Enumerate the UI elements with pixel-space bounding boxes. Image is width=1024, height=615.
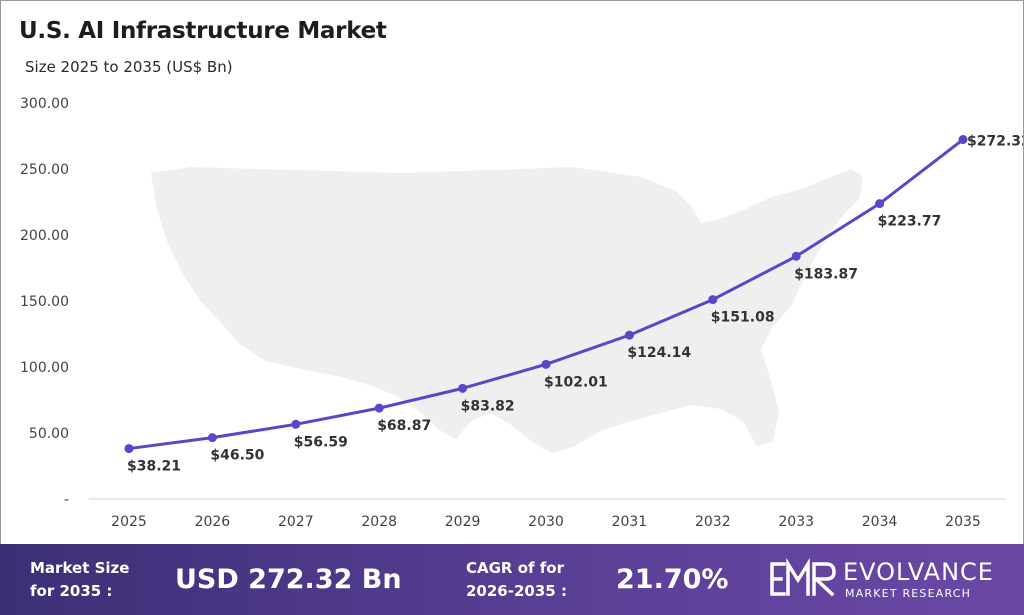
cagr-label: CAGR of for 2026-2035 : — [466, 557, 567, 603]
y-tick-label: 100.00 — [20, 360, 69, 376]
y-tick-label: 300.00 — [20, 96, 69, 112]
x-axis: 2025 2026 2027 2028 2029 2030 2031 2032 2033 2034… — [111, 514, 981, 530]
data-point — [541, 359, 551, 369]
market-size-label: Market Size for 2035 : — [30, 557, 129, 603]
y-axis: - 50.00 100.00 150.00 200.00 250.00 300.00 — [20, 96, 69, 508]
summary-banner: Market Size for 2035 : USD 272.32 Bn CAG… — [0, 544, 1024, 615]
x-tick-label: 2028 — [361, 514, 397, 530]
data-point — [624, 330, 634, 340]
x-tick-label: 2027 — [278, 514, 314, 530]
market-size-label-line2: for 2035 : — [30, 582, 113, 600]
data-point — [958, 135, 968, 145]
cagr-label-line1: CAGR of for — [466, 559, 564, 577]
data-point — [875, 199, 885, 209]
data-label: $183.87 — [794, 266, 858, 282]
data-point — [458, 383, 468, 393]
cagr-label-line2: 2026-2035 : — [466, 582, 567, 600]
us-map-silhouette — [151, 167, 863, 453]
y-tick-label: - — [64, 492, 69, 508]
chart-subtitle: Size 2025 to 2035 (US$ Bn) — [25, 58, 233, 76]
data-label: $102.01 — [544, 374, 608, 390]
data-point — [791, 251, 801, 261]
data-label: $223.77 — [878, 214, 942, 230]
line-chart: - 50.00 100.00 150.00 200.00 250.00 300.00 202… — [20, 96, 1023, 530]
data-point — [374, 403, 384, 413]
y-tick-label: 150.00 — [20, 294, 69, 310]
data-labels: $38.21 $46.50 $56.59 $68.87 $83.82 $102.01 $12… — [127, 134, 1023, 475]
x-tick-label: 2035 — [945, 514, 981, 530]
data-label: $38.21 — [127, 459, 181, 475]
x-tick-label: 2033 — [778, 514, 814, 530]
data-label: $56.59 — [294, 434, 348, 450]
market-size-value: USD 272.32 Bn — [175, 564, 402, 595]
data-label: $272.32 — [967, 134, 1023, 150]
x-tick-label: 2034 — [862, 514, 898, 530]
x-tick-label: 2031 — [612, 514, 648, 530]
brand-sub: MARKET RESEARCH — [845, 587, 972, 600]
data-point — [124, 444, 134, 454]
x-tick-label: 2032 — [695, 514, 731, 530]
x-tick-label: 2029 — [445, 514, 481, 530]
data-label: $83.82 — [461, 398, 515, 414]
data-label: $124.14 — [627, 345, 691, 361]
x-tick-label: 2030 — [528, 514, 564, 530]
market-size-label-line1: Market Size — [30, 559, 130, 577]
data-label: $68.87 — [377, 418, 431, 434]
chart-title: U.S. AI Infrastructure Market — [19, 18, 387, 44]
y-tick-label: 50.00 — [29, 426, 69, 442]
data-point — [291, 419, 301, 429]
y-tick-label: 250.00 — [20, 162, 69, 178]
y-tick-label: 200.00 — [20, 228, 69, 244]
x-tick-label: 2026 — [195, 514, 231, 530]
data-point — [207, 433, 217, 443]
chart-frame: U.S. AI Infrastructure Market Size 2025 … — [0, 0, 1024, 545]
emr-logo-icon — [770, 558, 836, 597]
data-label: $46.50 — [210, 448, 264, 464]
data-label: $151.08 — [711, 310, 775, 326]
x-tick-label: 2025 — [111, 514, 147, 530]
data-point — [708, 295, 718, 305]
brand-name: EVOLVANCE — [843, 558, 994, 586]
data-points — [124, 135, 968, 454]
cagr-value: 21.70% — [616, 564, 729, 595]
